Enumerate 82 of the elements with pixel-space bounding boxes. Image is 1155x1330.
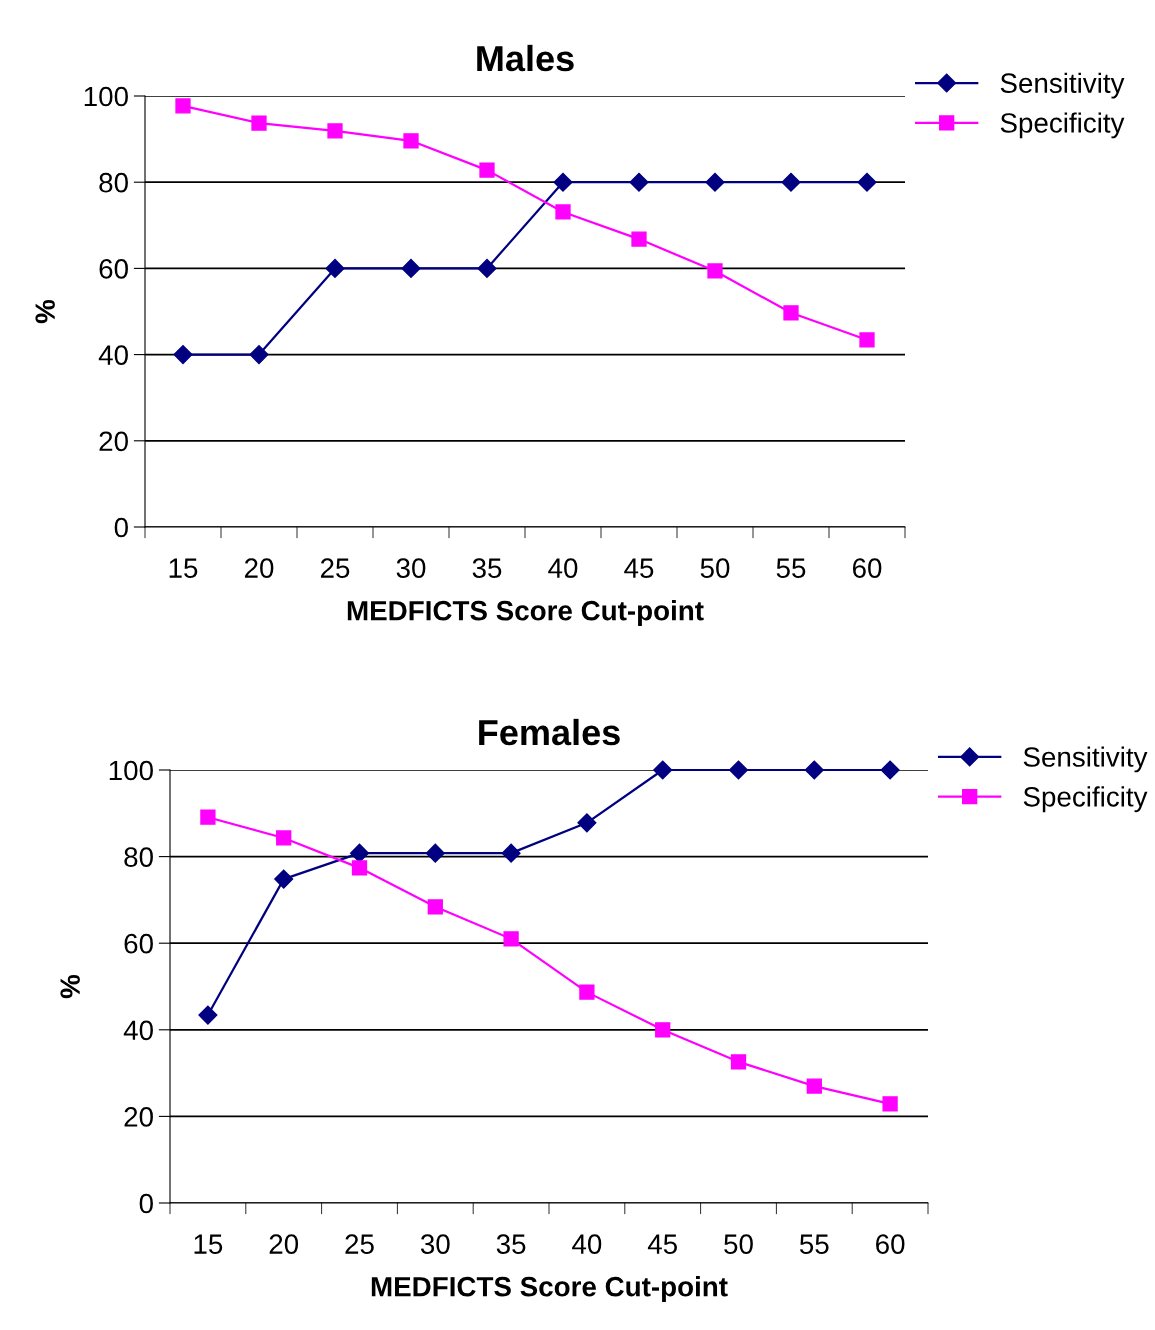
- legend-label: Specificity: [1000, 112, 1125, 139]
- y-tick-label: 100: [84, 86, 128, 107]
- point: [783, 305, 799, 321]
- y-tick-label: 0: [139, 1193, 153, 1214]
- x-tick-label: 15: [194, 1234, 223, 1254]
- x-tick-label: 40: [548, 558, 578, 578]
- point: [806, 1078, 822, 1094]
- point: [631, 231, 647, 247]
- y-axis-title: %: [35, 299, 55, 324]
- point: [653, 760, 673, 780]
- point: [579, 984, 595, 1000]
- y-tick-label: 60: [99, 259, 128, 279]
- point: [479, 162, 495, 178]
- y-tick-label: 20: [124, 1107, 153, 1127]
- x-tick-label: 55: [776, 558, 806, 578]
- point: [882, 1096, 898, 1112]
- point: [857, 172, 877, 192]
- point: [200, 809, 216, 825]
- chart-title: Females: [479, 718, 620, 746]
- point: [501, 843, 521, 863]
- x-tick-label: 45: [624, 558, 654, 578]
- point: [705, 172, 725, 192]
- x-tick-label: 55: [799, 1234, 829, 1254]
- legend-label: Specificity: [1023, 786, 1148, 813]
- y-tick-label: 80: [99, 172, 128, 193]
- y-tick-label: 40: [123, 1020, 153, 1041]
- point: [477, 258, 497, 278]
- y-tick-label: 20: [99, 431, 128, 452]
- x-axis-title: MEDFICTS Score Cut-point: [347, 600, 704, 627]
- y-tick-label: 60: [124, 933, 153, 954]
- x-tick-label: 15: [169, 558, 198, 578]
- point: [427, 899, 443, 915]
- point: [577, 813, 597, 833]
- point: [425, 843, 445, 863]
- x-axis-title: MEDFICTS Score Cut-point: [371, 1276, 728, 1303]
- point: [274, 869, 294, 889]
- point: [503, 931, 519, 947]
- point: [175, 98, 191, 114]
- x-tick-label: 25: [345, 1234, 374, 1254]
- point: [781, 172, 801, 192]
- point: [880, 760, 900, 780]
- point: [251, 115, 267, 131]
- point: [327, 123, 343, 139]
- y-axis-title: %: [60, 974, 80, 999]
- x-tick-label: 45: [647, 1234, 677, 1254]
- point: [707, 263, 723, 279]
- x-tick-label: 60: [852, 558, 882, 578]
- point: [859, 332, 875, 348]
- x-tick-label: 20: [244, 558, 274, 578]
- point: [728, 760, 749, 780]
- point: [804, 760, 824, 780]
- x-tick-label: 50: [700, 558, 730, 578]
- x-tick-label: 60: [876, 1234, 905, 1254]
- point: [629, 172, 649, 192]
- point: [555, 204, 571, 220]
- point: [198, 1005, 218, 1025]
- point: [403, 133, 419, 149]
- x-tick-label: 25: [320, 558, 350, 578]
- x-tick-label: 30: [420, 1234, 450, 1254]
- point: [349, 843, 370, 863]
- x-tick-label: 40: [572, 1234, 602, 1254]
- legend-label: Sensitivity: [1000, 72, 1125, 99]
- x-tick-label: 35: [496, 1234, 526, 1254]
- point: [173, 345, 193, 365]
- y-tick-label: 100: [109, 760, 153, 781]
- point: [325, 258, 345, 278]
- point: [730, 1054, 747, 1070]
- x-tick-label: 20: [269, 1234, 299, 1254]
- point: [276, 830, 292, 846]
- y-tick-label: 80: [124, 847, 153, 867]
- point: [401, 258, 421, 278]
- legend-label: Sensitivity: [1023, 746, 1148, 773]
- y-tick-label: 40: [98, 345, 128, 365]
- chart-title: Males: [477, 44, 574, 72]
- x-tick-label: 35: [472, 558, 502, 578]
- y-tick-label: 0: [114, 517, 128, 538]
- x-tick-label: 50: [724, 1234, 753, 1254]
- point: [351, 860, 368, 876]
- point: [655, 1022, 671, 1038]
- point: [553, 172, 573, 192]
- point: [249, 345, 269, 365]
- x-tick-label: 30: [396, 558, 426, 578]
